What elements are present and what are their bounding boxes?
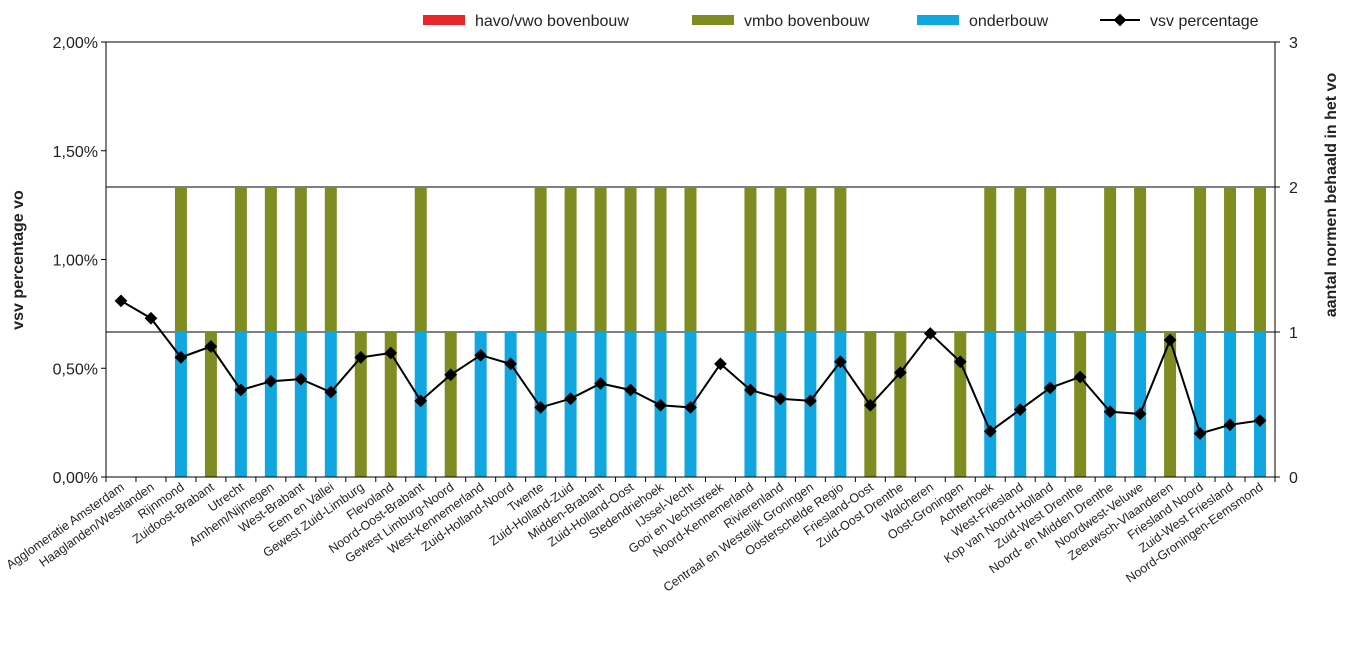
bar bbox=[774, 187, 787, 332]
bar bbox=[384, 332, 397, 477]
bar bbox=[1134, 187, 1147, 332]
bar bbox=[1014, 187, 1027, 332]
right-tick-label: 2 bbox=[1289, 180, 1298, 197]
bar bbox=[894, 332, 907, 477]
bar bbox=[564, 187, 577, 332]
bar bbox=[1104, 187, 1117, 332]
legend-item: vmbo bovenbouw bbox=[692, 13, 870, 30]
vsv-point bbox=[474, 348, 488, 362]
vsv-point bbox=[504, 357, 518, 371]
legend-item: havo/vwo bovenbouw bbox=[423, 13, 629, 30]
bar bbox=[504, 332, 517, 477]
vsv-point bbox=[144, 311, 158, 325]
vsv-point bbox=[384, 346, 398, 360]
legend-item: onderbouw bbox=[917, 13, 1049, 30]
bar bbox=[984, 332, 997, 477]
left-tick-label: 2,00% bbox=[53, 35, 98, 52]
vsv-point bbox=[414, 394, 428, 408]
bar bbox=[1074, 332, 1087, 477]
legend-swatch bbox=[692, 15, 734, 25]
left-tick-label: 0,50% bbox=[53, 361, 98, 378]
category-label: Agglomeratie Amsterdam bbox=[4, 480, 127, 572]
vsv-point bbox=[324, 385, 338, 399]
legend-item: vsv percentage bbox=[1100, 13, 1259, 30]
category-labels: Agglomeratie AmsterdamHaaglanden/Westlan… bbox=[4, 480, 1266, 595]
bar bbox=[594, 332, 607, 477]
right-tick-label: 0 bbox=[1289, 470, 1298, 487]
bar bbox=[1194, 187, 1207, 332]
vsv-point bbox=[444, 368, 458, 382]
bar bbox=[234, 332, 247, 477]
left-axis-label: vsv percentage vo bbox=[10, 190, 27, 330]
bar bbox=[834, 187, 847, 332]
vsv-point bbox=[354, 351, 368, 364]
right-tick-label: 1 bbox=[1289, 325, 1298, 342]
bar bbox=[264, 187, 277, 332]
bar bbox=[444, 332, 457, 477]
vsv-point bbox=[114, 294, 128, 308]
right-tick-label: 3 bbox=[1289, 35, 1298, 52]
bar bbox=[624, 187, 637, 332]
bar bbox=[264, 332, 277, 477]
right-axis-ticks: 0 1 2 3 bbox=[1275, 35, 1298, 487]
bar bbox=[744, 187, 757, 332]
bar bbox=[1134, 332, 1147, 477]
bar bbox=[1044, 187, 1057, 332]
bar bbox=[1254, 332, 1267, 477]
bar bbox=[954, 332, 967, 477]
vsv-point bbox=[264, 374, 278, 388]
bar bbox=[1044, 332, 1057, 477]
left-tick-label: 1,00% bbox=[53, 253, 98, 270]
legend-swatch bbox=[423, 15, 465, 25]
bar bbox=[624, 332, 637, 477]
left-tick-label: 1,50% bbox=[53, 144, 98, 161]
legend-swatch bbox=[917, 15, 959, 25]
bar bbox=[414, 187, 427, 332]
axes bbox=[105, 41, 1276, 482]
bar bbox=[234, 187, 247, 332]
bar bbox=[174, 332, 187, 477]
bar bbox=[594, 187, 607, 332]
bar bbox=[1224, 187, 1237, 332]
legend-label: vsv percentage bbox=[1150, 13, 1259, 30]
vsv-point bbox=[204, 340, 218, 353]
bar bbox=[294, 332, 307, 477]
bar bbox=[174, 187, 187, 332]
vsv-point bbox=[234, 383, 248, 397]
bar bbox=[324, 187, 337, 332]
bar bbox=[354, 332, 367, 477]
vsv-point bbox=[294, 372, 308, 386]
bar bbox=[1194, 332, 1207, 477]
bar bbox=[804, 187, 817, 332]
legend-label: vmbo bovenbouw bbox=[744, 13, 870, 30]
bar bbox=[204, 332, 217, 477]
bar bbox=[834, 332, 847, 477]
bars bbox=[174, 187, 1267, 477]
bar bbox=[1224, 332, 1237, 477]
legend-marker bbox=[1113, 13, 1127, 27]
bar bbox=[294, 187, 307, 332]
bar bbox=[474, 332, 487, 477]
legend: havo/vwo bovenbouw vmbo bovenbouw onderbou… bbox=[423, 13, 1259, 30]
bar bbox=[534, 187, 547, 332]
vsv-point bbox=[174, 351, 188, 364]
bar bbox=[1164, 332, 1177, 477]
left-axis-ticks: 0,00% 0,50% 1,00% 1,50% 2,00% bbox=[53, 35, 106, 487]
bar bbox=[984, 187, 997, 332]
right-axis-label: aantal normen behaald in het vo bbox=[1323, 73, 1340, 318]
bar bbox=[684, 187, 697, 332]
legend-label: onderbouw bbox=[969, 13, 1049, 30]
bar bbox=[1254, 187, 1267, 332]
left-tick-label: 0,00% bbox=[53, 470, 98, 487]
bar bbox=[744, 332, 757, 477]
bar bbox=[1104, 332, 1117, 477]
bar bbox=[654, 187, 667, 332]
legend-label: havo/vwo bovenbouw bbox=[475, 13, 629, 30]
bar bbox=[324, 332, 337, 477]
